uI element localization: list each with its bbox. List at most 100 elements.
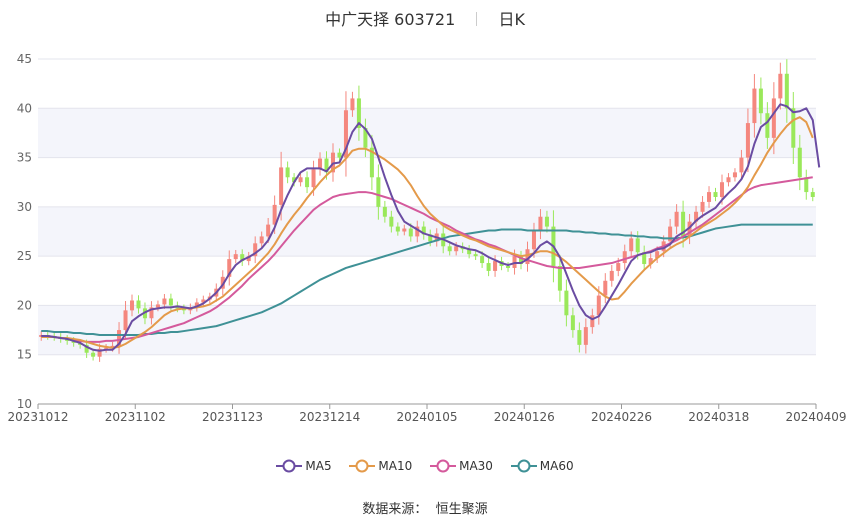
candle-body xyxy=(104,347,109,349)
candle-body xyxy=(694,211,699,222)
candle-body xyxy=(518,256,524,265)
candle-body xyxy=(804,177,809,193)
grid-band xyxy=(38,305,816,355)
legend-circle-icon xyxy=(276,459,303,473)
candle-body xyxy=(305,177,310,188)
candle-body xyxy=(428,234,433,242)
candle-body xyxy=(616,263,621,271)
candle-body xyxy=(493,261,498,271)
ma5-line xyxy=(41,103,821,352)
y-tick-label: 15 xyxy=(17,348,32,362)
candle-body xyxy=(603,280,608,296)
candle-body xyxy=(337,152,342,158)
legend-item-ma10[interactable]: MA10 xyxy=(349,458,412,473)
candle-body xyxy=(272,204,277,225)
legend-item-ma30[interactable]: MA30 xyxy=(430,458,493,473)
candle-body xyxy=(97,348,102,357)
x-tick-label: 20231123 xyxy=(202,410,263,424)
candle-body xyxy=(577,330,582,345)
candle-body xyxy=(681,211,686,237)
candle-body xyxy=(668,226,673,242)
legend-item-ma5[interactable]: MA5 xyxy=(276,458,332,473)
candle-body xyxy=(279,167,284,205)
candle-body xyxy=(253,243,258,257)
candle-body xyxy=(486,263,491,271)
y-tick-label: 20 xyxy=(17,298,32,312)
candle-body xyxy=(227,259,232,277)
candle-body xyxy=(726,177,731,183)
y-tick-label: 45 xyxy=(17,52,32,66)
candle-body xyxy=(655,251,660,259)
x-tick-label: 20240126 xyxy=(494,410,555,424)
candle-body xyxy=(356,98,361,128)
candle-body xyxy=(531,231,536,250)
candle-body xyxy=(544,216,549,227)
candle-body xyxy=(648,258,653,265)
candle-body xyxy=(583,327,588,345)
candle-body xyxy=(259,236,264,244)
candle-body xyxy=(791,108,796,148)
candle-body xyxy=(674,211,679,227)
candle-body xyxy=(797,147,802,178)
candle-body xyxy=(246,256,251,262)
candle-body xyxy=(155,304,160,308)
candle-body xyxy=(473,254,478,257)
candle-body xyxy=(622,251,627,264)
candle-body xyxy=(590,315,595,328)
period-label: 日K xyxy=(498,10,525,29)
legend-circle-icon xyxy=(510,459,537,473)
candle-body xyxy=(376,177,381,207)
title-separator xyxy=(476,12,478,26)
candle-body xyxy=(784,73,789,109)
candle-body xyxy=(538,216,543,232)
grid-band xyxy=(38,206,816,257)
candle-body xyxy=(136,300,141,309)
y-tick-label: 35 xyxy=(17,151,32,165)
candle-body xyxy=(117,330,122,346)
x-tick-label: 20240318 xyxy=(688,410,749,424)
candle-body xyxy=(454,246,459,252)
candle-body xyxy=(480,256,485,264)
candle-body xyxy=(129,300,135,311)
candle-body xyxy=(739,157,744,173)
candle-body xyxy=(745,123,750,158)
chart-title: 中广天择 603721 日K xyxy=(0,6,850,30)
candle-body xyxy=(149,307,154,319)
legend-item-ma60[interactable]: MA60 xyxy=(510,458,574,473)
candle-body xyxy=(564,290,569,316)
candle-body xyxy=(84,344,89,353)
legend-label: MA10 xyxy=(378,458,413,473)
x-tick-label: 20240105 xyxy=(396,410,457,424)
y-tick-label: 10 xyxy=(17,397,32,411)
legend: MA5 MA10 MA30 MA60 xyxy=(0,458,850,473)
stock-name: 中广天择 xyxy=(325,10,390,29)
candle-body xyxy=(240,254,245,262)
candle-body xyxy=(421,226,426,235)
candle-body xyxy=(635,238,640,253)
x-tick-label: 20231214 xyxy=(299,410,360,424)
candle-body xyxy=(447,246,452,252)
candle-body xyxy=(91,352,96,357)
candle-body xyxy=(719,182,725,197)
candle-body xyxy=(233,254,238,260)
candle-body xyxy=(642,252,647,265)
candle-body xyxy=(266,224,271,237)
x-tick-label: 20231012 xyxy=(7,410,68,424)
source-label: 数据来源： xyxy=(362,502,428,517)
legend-label: MA30 xyxy=(459,458,493,473)
candle-body xyxy=(389,216,394,227)
stock-code: 603721 xyxy=(394,10,456,29)
candle-body xyxy=(408,228,413,237)
candle-body xyxy=(415,226,420,237)
candle-body xyxy=(220,276,225,289)
y-tick-label: 25 xyxy=(17,249,32,263)
candle-body xyxy=(395,226,400,232)
candle-body xyxy=(350,98,355,111)
legend-circle-icon xyxy=(430,459,457,473)
candle-body xyxy=(343,110,348,158)
candle-body xyxy=(752,88,757,124)
x-tick-label: 20231102 xyxy=(105,410,166,424)
ma10-line xyxy=(41,116,814,349)
candle-body xyxy=(369,147,374,178)
candle-body xyxy=(771,98,776,138)
